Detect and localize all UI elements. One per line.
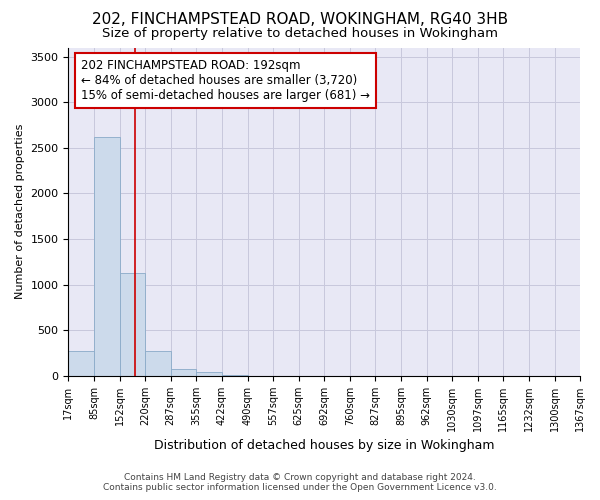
Text: Size of property relative to detached houses in Wokingham: Size of property relative to detached ho… — [102, 28, 498, 40]
Bar — [68, 352, 94, 376]
Bar — [145, 352, 171, 376]
Bar — [196, 372, 222, 376]
X-axis label: Distribution of detached houses by size in Wokingham: Distribution of detached houses by size … — [154, 440, 494, 452]
Y-axis label: Number of detached properties: Number of detached properties — [15, 124, 25, 300]
Bar — [171, 368, 196, 376]
Text: Contains HM Land Registry data © Crown copyright and database right 2024.
Contai: Contains HM Land Registry data © Crown c… — [103, 473, 497, 492]
Bar — [222, 374, 248, 376]
Text: 202, FINCHAMPSTEAD ROAD, WOKINGHAM, RG40 3HB: 202, FINCHAMPSTEAD ROAD, WOKINGHAM, RG40… — [92, 12, 508, 28]
Bar — [94, 137, 119, 376]
Bar — [119, 273, 145, 376]
Text: 202 FINCHAMPSTEAD ROAD: 192sqm
← 84% of detached houses are smaller (3,720)
15% : 202 FINCHAMPSTEAD ROAD: 192sqm ← 84% of … — [81, 59, 370, 102]
